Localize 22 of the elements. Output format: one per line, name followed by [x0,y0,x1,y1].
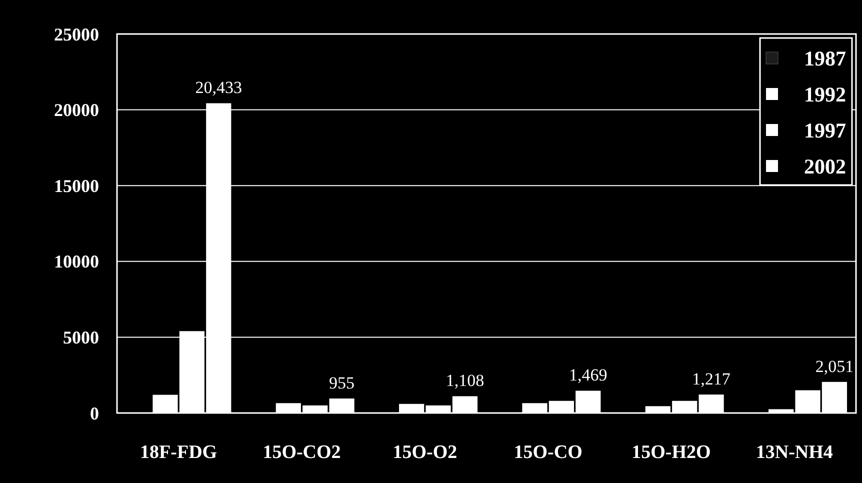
y-tick-label: 0 [90,403,99,424]
legend-label: 1997 [804,118,846,142]
data-label: 1,217 [692,370,731,389]
x-tick-label: 15O-H2O [632,442,711,463]
y-tick-label: 20000 [54,100,99,120]
data-label: 1,108 [446,371,484,390]
data-label: 20,433 [195,78,242,98]
y-tick-label: 25000 [54,24,99,44]
x-tick-label: 15O-CO2 [262,442,341,463]
legend-label: 2002 [804,154,846,178]
y-tick-label: 10000 [54,252,99,272]
x-tick-label: 15O-O2 [392,442,458,463]
data-label: 1,469 [569,366,608,385]
x-tick-label: 13N-NH4 [756,442,834,463]
data-label: 2,051 [815,356,854,376]
legend-label: 1992 [804,82,846,106]
y-tick-label: 5000 [63,328,99,348]
x-tick-label: 18F-FDG [140,442,218,463]
legend-label: 1987 [804,46,846,70]
data-label: 955 [329,374,355,393]
y-tick-label: 15000 [54,176,99,196]
x-tick-label: 15O-CO [514,442,582,463]
